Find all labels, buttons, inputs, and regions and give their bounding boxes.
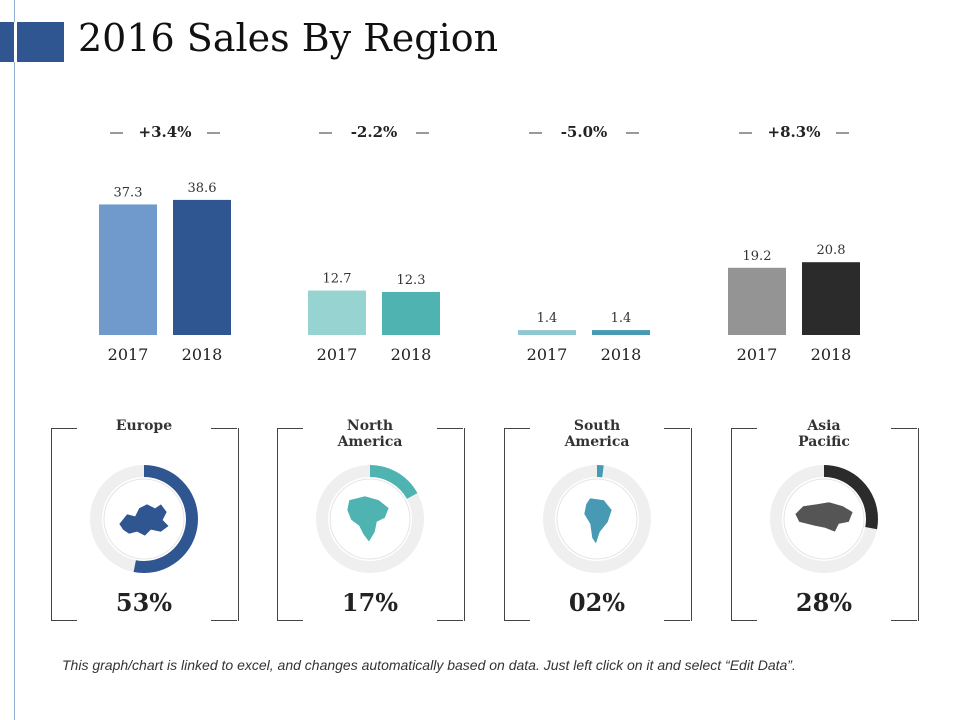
bar-value-label: 1.4 xyxy=(537,311,558,326)
donut-arc xyxy=(316,465,424,573)
donut-arc xyxy=(90,465,198,573)
region-percent: 17% xyxy=(341,588,399,617)
donut-north-america xyxy=(316,465,424,573)
region-percent: 28% xyxy=(795,588,853,617)
bar-north-america-2017 xyxy=(308,290,366,335)
north-america-map-icon xyxy=(346,495,390,543)
region-name: Asia Pacific xyxy=(777,418,871,450)
title-accent-block xyxy=(0,22,64,62)
region-name: Europe xyxy=(107,418,181,434)
bar-value-label: 1.4 xyxy=(611,311,632,326)
x-tick-label: 2017 xyxy=(737,345,778,364)
bar-asia-pacific-2018 xyxy=(802,262,860,335)
asia-pacific-map-icon xyxy=(794,501,854,533)
card-frame xyxy=(51,428,239,621)
donut-asia-pacific xyxy=(770,465,878,573)
bar-asia-pacific-2017 xyxy=(728,267,786,335)
europe-map-icon xyxy=(118,503,170,537)
footnote: This graph/chart is linked to excel, and… xyxy=(62,657,796,673)
bar-chart[interactable]: +3.4% 37.3 2017 38.6 2018 -2.2% 12.7 2017 12.3 20… xyxy=(0,100,960,370)
region-name: South America xyxy=(550,418,644,450)
bar-europe-2017 xyxy=(99,204,157,335)
donut-europe xyxy=(90,465,198,573)
bar-value-label: 37.3 xyxy=(114,185,143,200)
region-name: North America xyxy=(323,418,417,450)
region-percent: 02% xyxy=(568,588,626,617)
x-tick-label: 2017 xyxy=(317,345,358,364)
change-label: -2.2% xyxy=(351,123,398,141)
bar-europe-2018 xyxy=(173,199,231,335)
bar-south-america-2017 xyxy=(518,330,576,335)
bar-value-label: 12.7 xyxy=(323,272,352,287)
donut-south-america xyxy=(543,465,651,573)
bar-value-label: 19.2 xyxy=(743,249,772,264)
x-tick-label: 2017 xyxy=(108,345,149,364)
bar-value-label: 38.6 xyxy=(188,181,217,196)
region-card-south-america: South America 02% xyxy=(504,418,692,621)
x-tick-label: 2017 xyxy=(527,345,568,364)
x-tick-label: 2018 xyxy=(182,345,223,364)
page-title: 2016 Sales By Region xyxy=(78,16,499,60)
region-percent: 53% xyxy=(115,588,173,617)
region-card-north-america: North America 17% xyxy=(277,418,465,621)
change-label: +8.3% xyxy=(768,123,821,141)
card-frame xyxy=(731,428,919,621)
card-frame xyxy=(504,428,692,621)
change-label: -5.0% xyxy=(561,123,608,141)
bar-value-label: 20.8 xyxy=(817,243,846,258)
donut-arc xyxy=(543,465,651,573)
region-card-asia-pacific: Asia Pacific 28% xyxy=(731,418,919,621)
x-tick-label: 2018 xyxy=(601,345,642,364)
bar-south-america-2018 xyxy=(592,330,650,335)
south-america-map-icon xyxy=(583,497,613,545)
bar-north-america-2018 xyxy=(382,291,440,335)
region-card-europe: Europe 53% xyxy=(51,418,239,621)
left-rule xyxy=(14,0,15,720)
donut-arc xyxy=(770,465,878,573)
change-label: +3.4% xyxy=(139,123,192,141)
bar-value-label: 12.3 xyxy=(397,273,426,288)
x-tick-label: 2018 xyxy=(391,345,432,364)
card-frame xyxy=(277,428,465,621)
x-tick-label: 2018 xyxy=(811,345,852,364)
